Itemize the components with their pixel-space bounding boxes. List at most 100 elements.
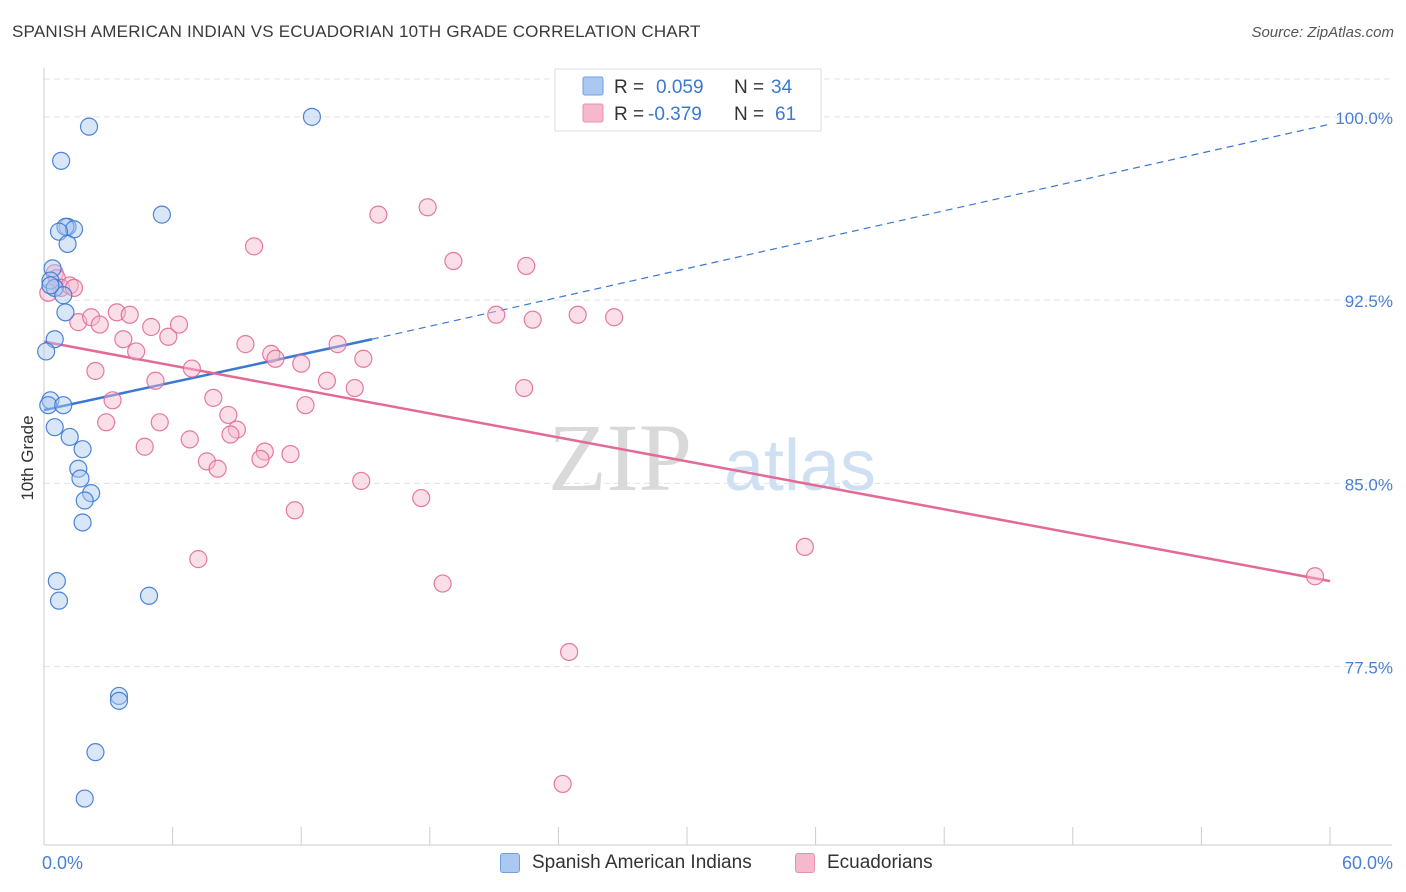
data-point-spanish-american-indians: [60, 427, 79, 447]
data-point-ecuadorians: [444, 251, 463, 271]
data-point-spanish-american-indians: [109, 691, 129, 710]
chart-source: Source: ZipAtlas.com: [1251, 24, 1394, 41]
y-tick-label: 77.5%: [1345, 659, 1393, 678]
trendline-spanish-american-indians: [43, 337, 373, 412]
data-point-spanish-american-indians: [79, 117, 99, 136]
data-point-ecuadorians: [352, 471, 371, 491]
watermark-atlas: atlas: [724, 426, 876, 506]
legend-r-label: R =: [614, 77, 644, 98]
data-point-spanish-american-indians: [152, 205, 171, 224]
data-point-ecuadorians: [369, 205, 388, 224]
data-point-ecuadorians: [568, 305, 587, 324]
data-point-spanish-american-indians: [39, 396, 58, 415]
legend-r-value: 0.059: [656, 77, 704, 98]
data-point-ecuadorians: [354, 349, 373, 368]
data-point-ecuadorians: [433, 574, 452, 593]
legend-n-value: 61: [775, 104, 796, 125]
data-point-spanish-american-indians: [73, 513, 92, 532]
data-point-ecuadorians: [127, 342, 146, 361]
data-point-ecuadorians: [180, 430, 199, 449]
tick-label-layer: 100.0% 92.5% 85.0% 77.5% 0.0% 60.0%: [42, 109, 1393, 873]
x-tick-label-right: 60.0%: [1342, 853, 1393, 873]
data-point-ecuadorians: [236, 335, 255, 354]
data-point-ecuadorians: [251, 449, 270, 469]
data-point-ecuadorians: [142, 317, 161, 337]
data-point-ecuadorians: [97, 413, 116, 432]
data-point-spanish-american-indians: [58, 234, 77, 254]
legend-swatch-pink: [582, 103, 604, 123]
data-point-ecuadorians: [204, 388, 223, 407]
legend-r-label: R =: [614, 104, 644, 125]
data-point-ecuadorians: [412, 488, 431, 508]
watermark: ZIP atlas: [548, 404, 876, 511]
points-layer: [37, 107, 1325, 808]
data-point-ecuadorians: [605, 308, 624, 327]
data-point-spanish-american-indians: [139, 586, 159, 605]
data-point-spanish-american-indians: [82, 484, 101, 503]
data-point-ecuadorians: [345, 378, 364, 398]
data-point-ecuadorians: [146, 371, 165, 390]
data-point-ecuadorians: [219, 405, 238, 425]
data-point-spanish-american-indians: [75, 789, 94, 808]
data-point-spanish-american-indians: [37, 342, 56, 361]
data-point-ecuadorians: [64, 278, 84, 298]
data-point-ecuadorians: [266, 349, 285, 368]
data-point-spanish-american-indians: [54, 396, 73, 415]
data-point-ecuadorians: [221, 425, 240, 444]
data-point-ecuadorians: [90, 315, 109, 334]
data-point-ecuadorians: [197, 452, 216, 471]
data-point-spanish-american-indians: [109, 686, 129, 706]
data-point-ecuadorians: [114, 330, 133, 349]
legend-swatch-blue: [582, 76, 604, 96]
data-point-ecuadorians: [517, 256, 536, 276]
y-tick-label: 100.0%: [1335, 109, 1393, 128]
data-point-spanish-american-indians: [52, 151, 71, 170]
data-point-ecuadorians: [159, 327, 178, 346]
data-point-spanish-american-indians: [41, 276, 60, 295]
data-point-spanish-american-indians: [71, 469, 90, 488]
data-point-ecuadorians: [120, 305, 139, 324]
trendline-ecuadorians: [43, 340, 1331, 583]
data-point-spanish-american-indians: [302, 107, 322, 126]
data-point-ecuadorians: [281, 444, 300, 464]
y-tick-label: 92.5%: [1345, 292, 1393, 311]
legend-label: Spanish American Indians: [532, 852, 752, 873]
data-point-ecuadorians: [317, 371, 337, 390]
data-point-spanish-american-indians: [73, 440, 92, 459]
data-point-ecuadorians: [553, 774, 572, 794]
data-point-spanish-american-indians: [86, 743, 105, 762]
data-point-ecuadorians: [418, 198, 437, 217]
chart-title: SPANISH AMERICAN INDIAN VS ECUADORIAN 10…: [12, 22, 701, 41]
data-point-spanish-american-indians: [47, 572, 66, 591]
data-point-ecuadorians: [86, 361, 105, 381]
trend-layer: [43, 123, 1331, 583]
legend-swatch-pink: [795, 853, 815, 873]
data-point-ecuadorians: [182, 359, 201, 378]
data-point-ecuadorians: [169, 315, 189, 334]
data-point-ecuadorians: [292, 354, 311, 373]
y-axis-label: 10th Grade: [18, 415, 37, 500]
legend-n-value: 34: [771, 77, 793, 98]
legend-top: R = 0.059 N = 34 R = -0.379 N = 61: [554, 68, 822, 132]
data-point-ecuadorians: [487, 305, 506, 324]
data-point-ecuadorians: [515, 378, 534, 398]
x-tick-label-left: 0.0%: [42, 853, 83, 873]
data-point-ecuadorians: [296, 396, 315, 415]
grid-layer: [44, 78, 1392, 668]
data-point-ecuadorians: [208, 459, 227, 478]
legend-item-ecuadorians: Ecuadorians: [795, 852, 933, 874]
legend-n-label: N =: [734, 77, 764, 98]
data-point-ecuadorians: [285, 501, 304, 520]
data-point-ecuadorians: [560, 642, 579, 662]
data-point-spanish-american-indians: [45, 418, 64, 437]
legend-swatch-blue: [500, 853, 520, 873]
legend-r-value: -0.379: [648, 104, 702, 125]
y-tick-label: 85.0%: [1345, 475, 1393, 494]
data-point-ecuadorians: [1305, 567, 1325, 586]
data-point-spanish-american-indians: [49, 591, 69, 610]
data-point-spanish-american-indians: [75, 491, 94, 510]
axis-layer: [43, 68, 1392, 846]
data-point-ecuadorians: [328, 335, 347, 354]
legend-label: Ecuadorians: [827, 852, 933, 873]
